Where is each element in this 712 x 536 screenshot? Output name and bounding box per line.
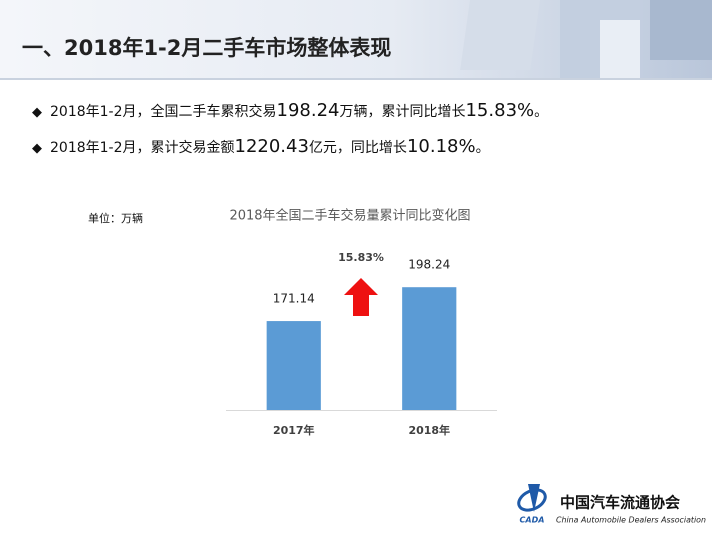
- bullet-text: 2018年1-2月，累计交易金额: [50, 140, 235, 156]
- logo-name: 中国汽车流通协会: [560, 494, 680, 512]
- logo-english: China Automobile Dealers Association: [556, 516, 706, 525]
- bullet-text: 。: [475, 140, 490, 156]
- data-label: 198.24: [408, 258, 450, 272]
- annotation: 15.83%: [338, 251, 384, 264]
- bullet: ◆ 2018年1-2月，累计交易金额1220.43亿元，同比增长10.18%。: [32, 136, 490, 157]
- logo-abbr: CADA: [520, 516, 545, 525]
- header-decoration: [460, 0, 712, 78]
- logo: CADA 中国汽车流通协会 China Automobile Dealers A…: [517, 484, 706, 525]
- bullet: ◆ 2018年1-2月，全国二手车累积交易198.24万辆，累计同比增长15.83…: [32, 100, 549, 121]
- header: 一、2018年1-2月二手车市场整体表现: [0, 0, 712, 78]
- bar: [402, 287, 457, 410]
- bullet-text: 亿元，同比增长: [308, 140, 407, 156]
- bullet-text: 。: [534, 104, 549, 120]
- unit-label: 单位：万辆: [88, 211, 143, 225]
- bullet-number: 10.18%: [406, 136, 476, 157]
- x-tick-label: 2017年: [273, 423, 315, 437]
- up-arrow: [344, 278, 378, 316]
- slide-title: 一、2018年1-2月二手车市场整体表现: [22, 36, 392, 60]
- bullet-number: 15.83%: [465, 100, 535, 121]
- bullet-text: 2018年1-2月，全国二手车累积交易: [50, 104, 277, 120]
- header-rule: [0, 78, 712, 80]
- x-tick-label: 2018年: [408, 423, 450, 437]
- chart-title: 2018年全国二手车交易量累计同比变化图: [229, 208, 470, 224]
- data-label: 171.14: [273, 292, 315, 306]
- bar: [266, 321, 321, 410]
- bullet-number: 198.24: [276, 100, 340, 121]
- bullet-text: 万辆，累计同比增长: [339, 104, 466, 120]
- bullet-number: 1220.43: [234, 136, 309, 157]
